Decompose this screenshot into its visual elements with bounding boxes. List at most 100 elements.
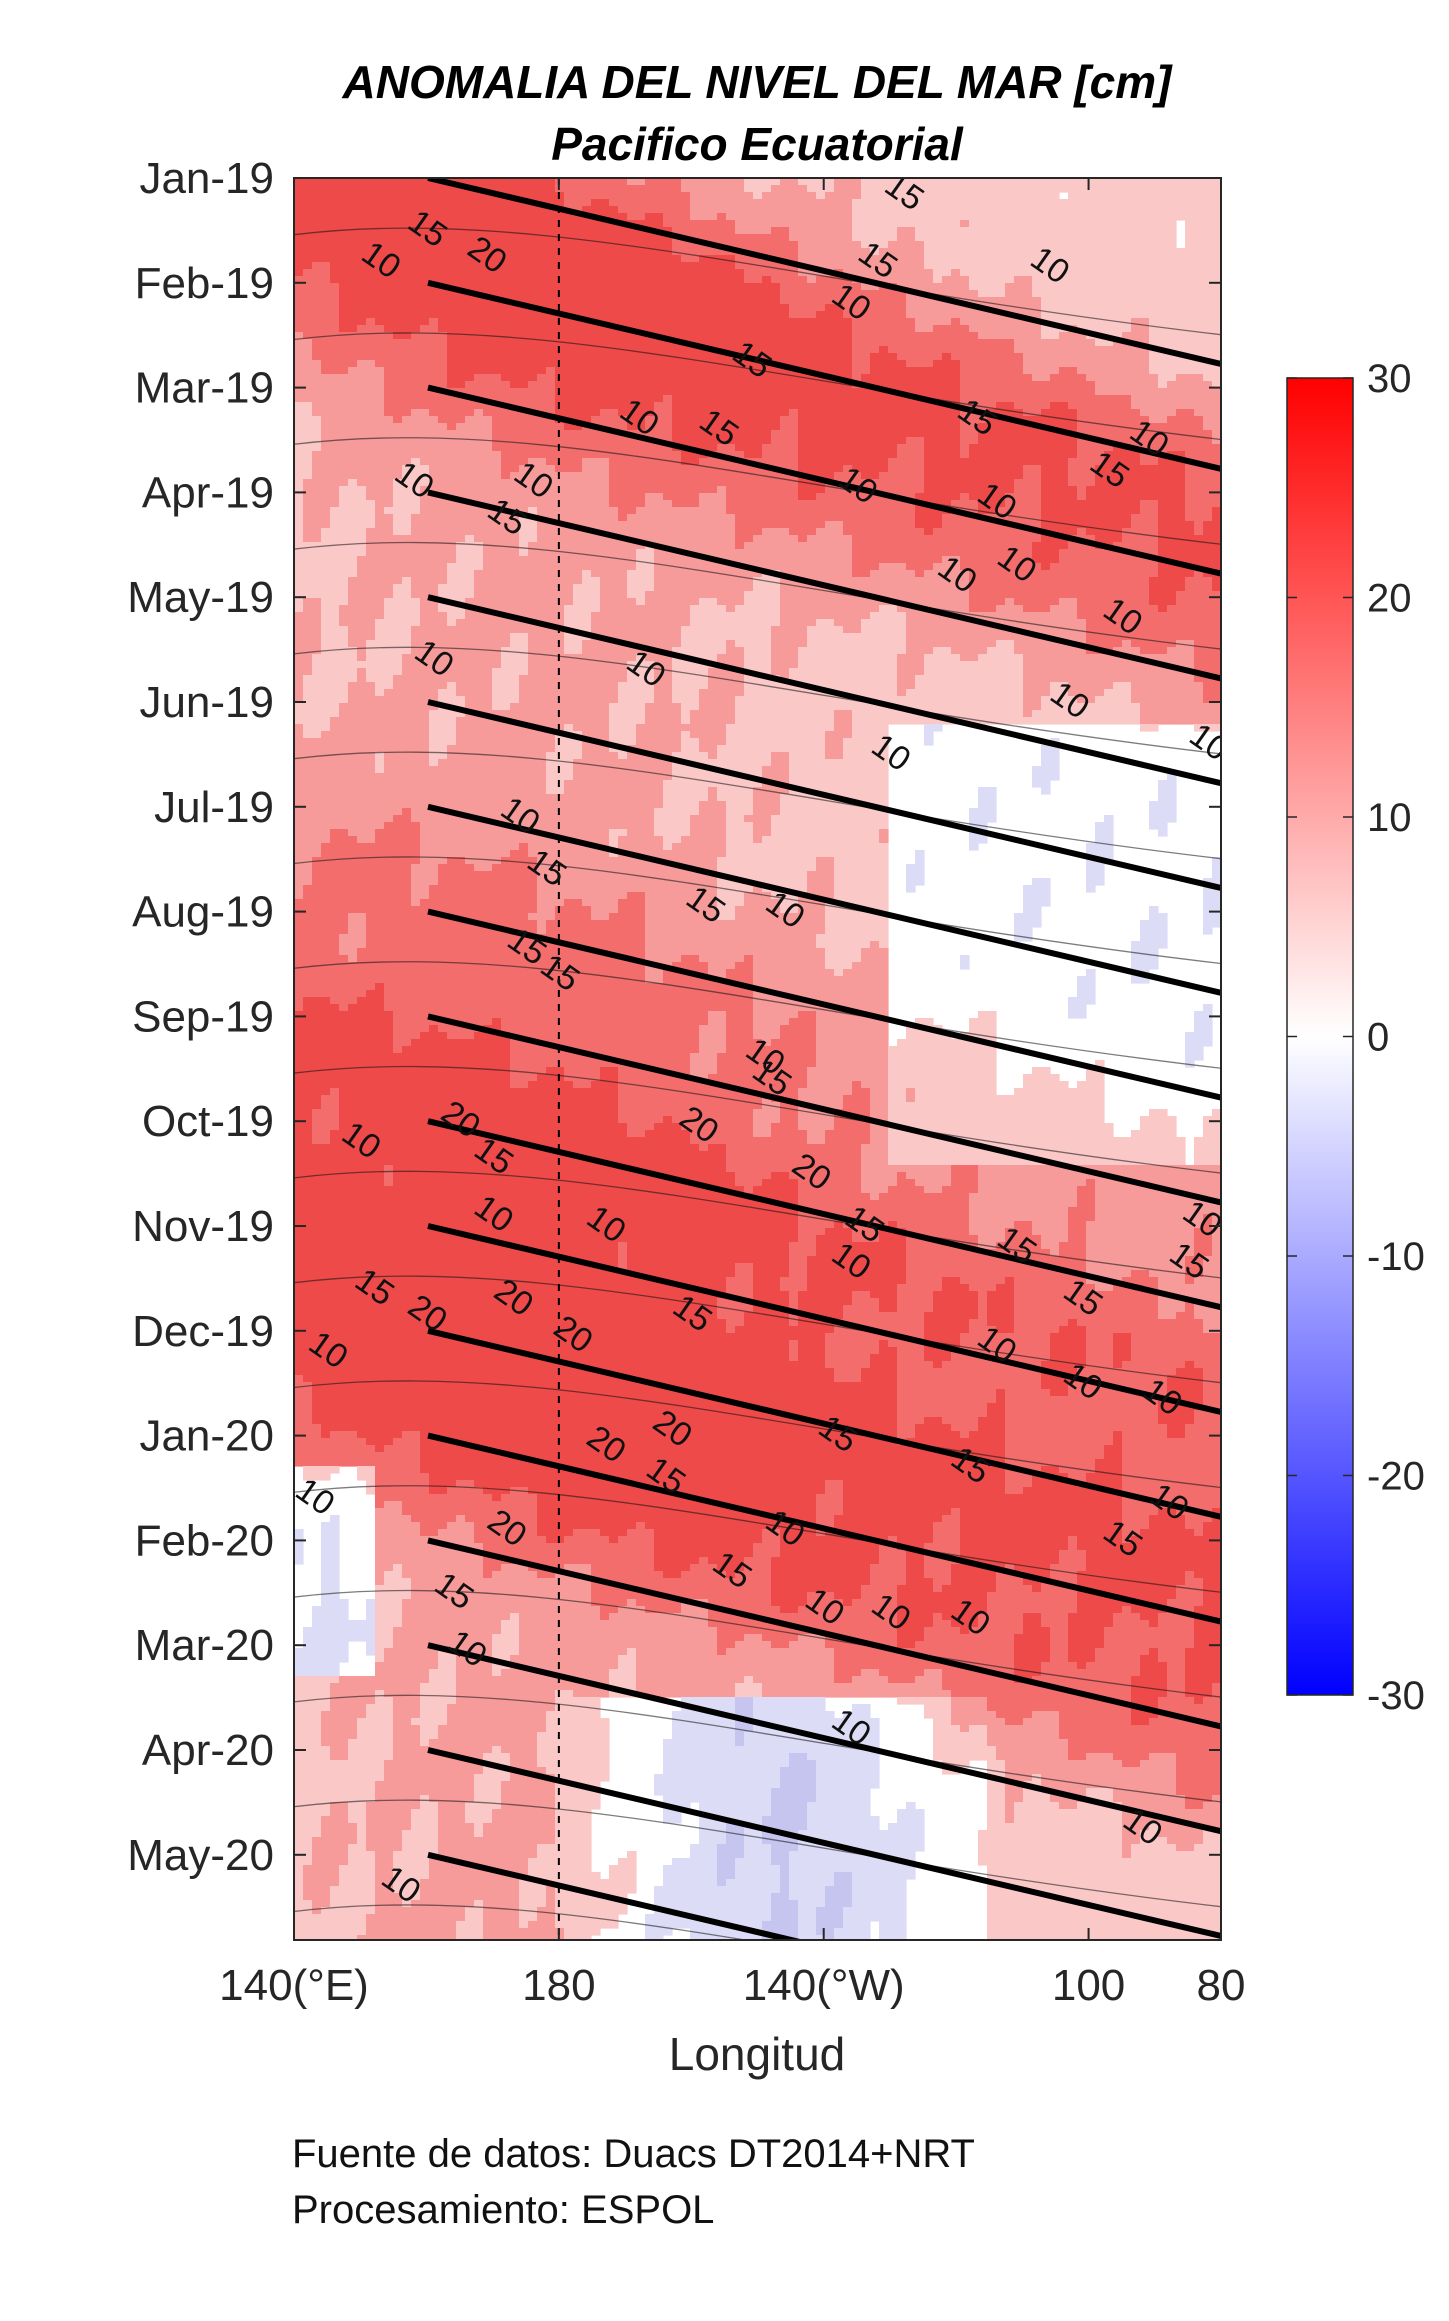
anomaly-cell bbox=[447, 276, 457, 284]
anomaly-cell bbox=[861, 465, 871, 473]
anomaly-cell bbox=[681, 276, 691, 284]
anomaly-cell bbox=[1113, 458, 1123, 466]
anomaly-cell bbox=[330, 318, 340, 326]
anomaly-cell bbox=[780, 367, 790, 375]
anomaly-cell bbox=[996, 304, 1006, 312]
anomaly-cell bbox=[366, 339, 376, 347]
anomaly-cell bbox=[636, 269, 646, 277]
anomaly-cell bbox=[1086, 185, 1096, 193]
anomaly-cell bbox=[600, 269, 610, 277]
anomaly-cell bbox=[681, 185, 691, 193]
anomaly-cell bbox=[771, 423, 781, 431]
anomaly-cell bbox=[987, 220, 997, 228]
anomaly-cell bbox=[339, 192, 349, 200]
anomaly-cell bbox=[1032, 346, 1042, 354]
anomaly-cell bbox=[699, 269, 709, 277]
anomaly-cell bbox=[591, 311, 601, 319]
anomaly-cell bbox=[924, 241, 934, 249]
anomaly-cell bbox=[789, 255, 799, 263]
anomaly-cell bbox=[375, 276, 385, 284]
anomaly-cell bbox=[591, 395, 601, 403]
anomaly-cell bbox=[339, 269, 349, 277]
anomaly-cell bbox=[1212, 381, 1221, 389]
anomaly-cell bbox=[915, 437, 925, 445]
anomaly-cell bbox=[933, 283, 943, 291]
anomaly-cell bbox=[645, 381, 655, 389]
anomaly-cell bbox=[474, 206, 484, 214]
anomaly-cell bbox=[1194, 297, 1204, 305]
anomaly-cell bbox=[492, 381, 502, 389]
anomaly-cell bbox=[528, 395, 538, 403]
anomaly-cell bbox=[699, 486, 709, 494]
anomaly-cell bbox=[1185, 493, 1195, 501]
anomaly-cell bbox=[474, 381, 484, 389]
anomaly-cell bbox=[1095, 360, 1105, 368]
anomaly-cell bbox=[1086, 388, 1096, 396]
anomaly-cell bbox=[456, 458, 466, 466]
anomaly-cell bbox=[528, 192, 538, 200]
anomaly-cell bbox=[753, 192, 763, 200]
anomaly-cell bbox=[1203, 500, 1213, 508]
anomaly-cell bbox=[303, 430, 313, 438]
anomaly-cell bbox=[465, 360, 475, 368]
anomaly-cell bbox=[1068, 395, 1078, 403]
anomaly-cell bbox=[717, 458, 727, 466]
anomaly-cell bbox=[1041, 444, 1051, 452]
anomaly-cell bbox=[717, 262, 727, 270]
anomaly-cell bbox=[384, 402, 394, 410]
anomaly-cell bbox=[1104, 451, 1114, 459]
anomaly-cell bbox=[663, 360, 673, 368]
anomaly-cell bbox=[447, 367, 457, 375]
anomaly-cell bbox=[582, 388, 592, 396]
anomaly-cell bbox=[825, 500, 835, 508]
anomaly-cell bbox=[906, 234, 916, 242]
anomaly-cell bbox=[618, 339, 628, 347]
anomaly-cell bbox=[1140, 269, 1150, 277]
anomaly-cell bbox=[1113, 227, 1123, 235]
anomaly-cell bbox=[465, 248, 475, 256]
anomaly-cell bbox=[924, 206, 934, 214]
anomaly-cell bbox=[1113, 192, 1123, 200]
anomaly-cell bbox=[789, 402, 799, 410]
anomaly-cell bbox=[807, 199, 817, 207]
anomaly-cell bbox=[645, 479, 655, 487]
anomaly-cell bbox=[807, 500, 817, 508]
anomaly-cell bbox=[1140, 199, 1150, 207]
anomaly-cell bbox=[1131, 185, 1141, 193]
anomaly-cell bbox=[654, 444, 664, 452]
anomaly-cell bbox=[447, 192, 457, 200]
anomaly-cell bbox=[591, 297, 601, 305]
anomaly-cell bbox=[672, 409, 682, 417]
anomaly-cell bbox=[1149, 493, 1159, 501]
anomaly-cell bbox=[924, 255, 934, 263]
anomaly-cell bbox=[564, 458, 574, 466]
anomaly-cell bbox=[843, 178, 853, 186]
anomaly-cell bbox=[852, 458, 862, 466]
anomaly-cell bbox=[933, 192, 943, 200]
anomaly-cell bbox=[1149, 199, 1159, 207]
anomaly-cell bbox=[1023, 360, 1033, 368]
anomaly-cell bbox=[762, 493, 772, 501]
anomaly-cell bbox=[528, 325, 538, 333]
anomaly-cell bbox=[717, 514, 727, 522]
anomaly-cell bbox=[906, 220, 916, 228]
anomaly-cell bbox=[402, 437, 412, 445]
anomaly-cell bbox=[492, 304, 502, 312]
anomaly-cell bbox=[447, 465, 457, 473]
anomaly-cell bbox=[402, 444, 412, 452]
anomaly-cell bbox=[690, 199, 700, 207]
anomaly-cell bbox=[1185, 381, 1195, 389]
anomaly-cell bbox=[816, 409, 826, 417]
anomaly-cell bbox=[942, 458, 952, 466]
anomaly-cell bbox=[636, 416, 646, 424]
anomaly-cell bbox=[483, 283, 493, 291]
anomaly-cell bbox=[474, 493, 484, 501]
anomaly-cell bbox=[1014, 381, 1024, 389]
anomaly-cell bbox=[987, 374, 997, 382]
anomaly-cell bbox=[1140, 276, 1150, 284]
anomaly-cell bbox=[771, 514, 781, 522]
anomaly-cell bbox=[1032, 444, 1042, 452]
anomaly-cell bbox=[951, 374, 961, 382]
anomaly-cell bbox=[1167, 318, 1177, 326]
anomaly-cell bbox=[681, 395, 691, 403]
